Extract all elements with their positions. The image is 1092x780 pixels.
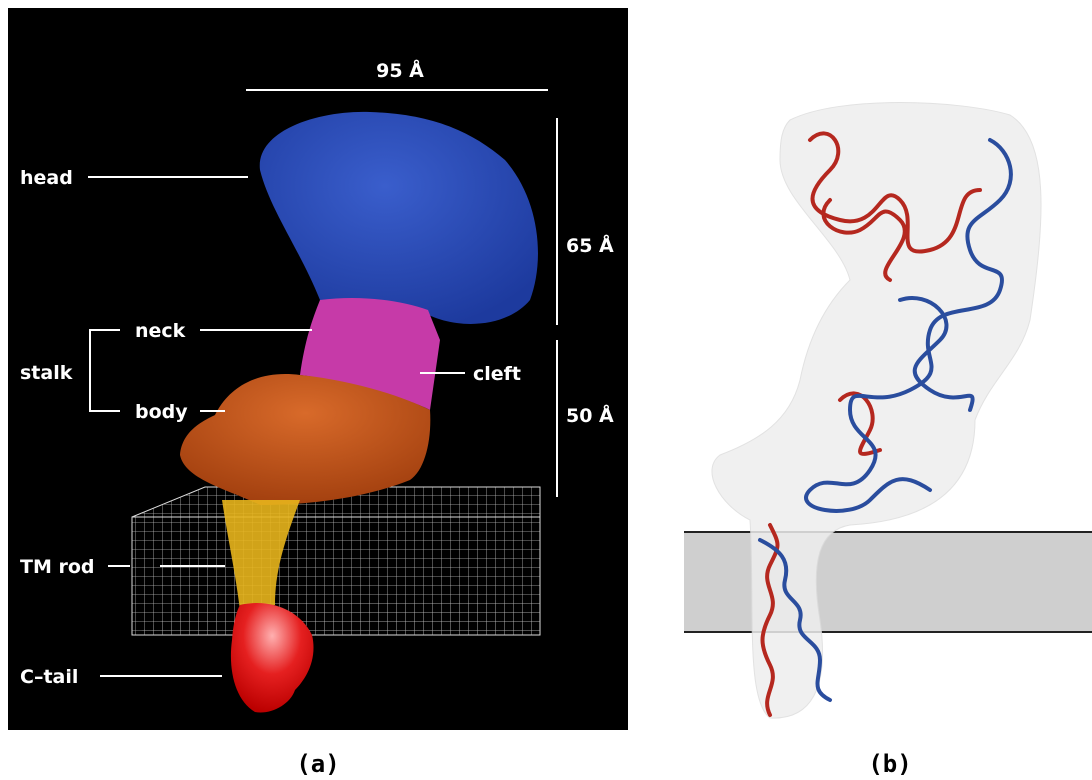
label: cleft [473, 363, 521, 385]
stalk-height-label: 50 Å [566, 403, 614, 427]
panel-a: 95 Å 65 Å 50 Å head neck stalk body clef… [8, 8, 628, 730]
label: body [135, 401, 188, 423]
caption: (a) [296, 750, 339, 778]
figure: 95 Å 65 Å 50 Å head neck stalk body clef… [0, 0, 1092, 780]
label: TM rod [20, 556, 95, 578]
panel-b [684, 103, 1092, 719]
membrane-grid [132, 487, 540, 635]
label: head [20, 167, 73, 189]
label: neck [135, 320, 186, 342]
membrane [684, 532, 1092, 632]
head-height-label: 65 Å [566, 233, 614, 257]
width-label: 95 Å [376, 58, 424, 82]
label: C–tail [20, 666, 78, 688]
label: stalk [20, 362, 73, 384]
caption: (b) [868, 750, 911, 778]
